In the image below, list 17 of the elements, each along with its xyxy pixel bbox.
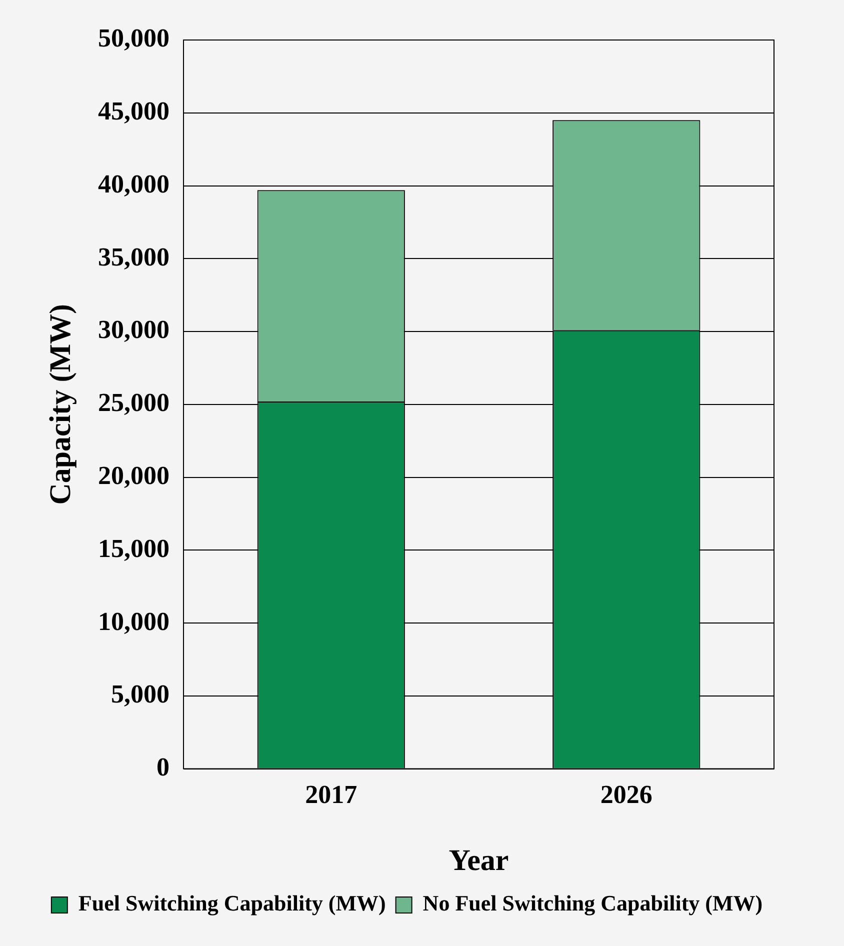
y-tick-label: 15,000 [98,534,170,563]
y-tick-label: 5,000 [111,680,170,709]
y-tick-label: 20,000 [98,461,170,490]
x-tick-label: 2026 [600,780,652,810]
y-tick-label: 30,000 [98,315,170,344]
y-tick-label: 45,000 [98,96,170,126]
x-axis-title: Year [448,844,509,877]
y-tick-label: 50,000 [98,24,170,53]
y-tick-label: 0 [156,752,170,782]
legend-label: Fuel Switching Capability (MW) [78,890,386,916]
y-axis-title: Capacity (MW) [44,304,77,505]
legend-label: No Fuel Switching Capability (MW) [422,890,763,916]
y-tick-label: 40,000 [98,169,170,198]
y-tick-label: 10,000 [98,606,170,636]
x-tick-label: 2017 [305,780,358,810]
y-tick-label: 25,000 [98,388,170,418]
y-tick-label: 35,000 [98,242,170,272]
